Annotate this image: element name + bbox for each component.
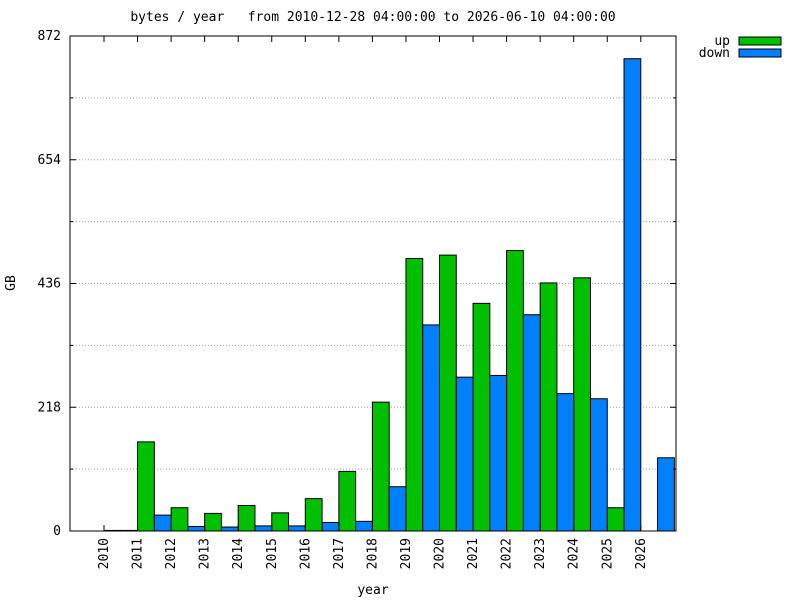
- bar-up-2011: [137, 441, 155, 532]
- bar-down-2019: [422, 324, 441, 532]
- x-tick-label-2013: 2013: [198, 538, 213, 569]
- y-tick-label: 872: [38, 29, 61, 44]
- x-tick-label-2017: 2017: [332, 538, 347, 569]
- x-axis-label: year: [357, 583, 388, 598]
- x-tick-label-2011: 2011: [131, 538, 146, 569]
- x-tick-label-2022: 2022: [500, 538, 515, 569]
- bar-down-2022: [522, 314, 541, 532]
- legend-label-up: up: [714, 34, 730, 49]
- x-tick-label-2018: 2018: [365, 538, 380, 569]
- y-tick-label: 218: [38, 400, 61, 415]
- y-axis-label: GB: [4, 275, 19, 291]
- bar-down-2015: [288, 525, 306, 532]
- bar-up-2018: [371, 401, 390, 532]
- bar-up-2025: [606, 507, 625, 532]
- x-tick-label-2023: 2023: [533, 538, 548, 569]
- x-tick-label-2020: 2020: [433, 538, 448, 569]
- bar-down-2021: [489, 374, 508, 532]
- x-tick-label-2012: 2012: [164, 538, 179, 569]
- legend-swatch-down: [738, 48, 782, 58]
- bar-up-2019: [405, 258, 424, 532]
- bar-up-2023: [539, 282, 558, 532]
- x-tick-label-2015: 2015: [265, 538, 280, 569]
- x-tick-label-2016: 2016: [298, 538, 313, 569]
- bar-down-2014: [254, 525, 273, 532]
- bar-up-2024: [573, 277, 591, 532]
- legend-swatch-up: [738, 36, 782, 46]
- bar-down-2013: [220, 526, 239, 532]
- x-tick-label-2025: 2025: [600, 538, 615, 569]
- bar-up-2017: [338, 470, 357, 532]
- y-tick-label: 436: [38, 277, 61, 292]
- bar-down-2026: [657, 457, 675, 532]
- bar-down-2016: [321, 521, 340, 532]
- x-tick-label-2010: 2010: [97, 538, 112, 569]
- bar-up-2022: [506, 250, 524, 532]
- bar-down-2023: [556, 393, 575, 532]
- bar-up-2020: [439, 254, 457, 532]
- bar-down-2024: [589, 398, 608, 532]
- bar-up-2021: [472, 302, 491, 532]
- y-tick-label: 0: [53, 524, 61, 539]
- bar-down-2018: [388, 486, 407, 532]
- x-tick-label-2024: 2024: [567, 538, 582, 569]
- bar-down-2017: [355, 520, 373, 532]
- axes: 0 218 436 654 872 2010 2011 2012 2013 2014 2015 201…: [38, 29, 677, 569]
- x-tick-label-2026: 2026: [634, 538, 649, 569]
- x-tick-label-2021: 2021: [466, 538, 481, 569]
- bar-down-2020: [455, 376, 474, 532]
- bars: [103, 58, 675, 532]
- x-tick-label-2019: 2019: [399, 538, 414, 569]
- bar-up-2014: [237, 504, 256, 532]
- x-tick-label-2014: 2014: [231, 538, 246, 569]
- chart-title: bytes / year from 2010-12-28 04:00:00 to…: [130, 10, 615, 25]
- bar-up-2015: [271, 512, 290, 532]
- bar-up-2016: [304, 498, 323, 532]
- bar-up-2012: [170, 507, 189, 532]
- bar-down-2012: [187, 525, 206, 532]
- bar-down-2011: [153, 514, 172, 532]
- y-tick-label: 654: [38, 153, 62, 168]
- legend-label-down: down: [699, 46, 730, 61]
- bar-up-2013: [204, 512, 222, 532]
- bar-down-2025: [623, 58, 642, 532]
